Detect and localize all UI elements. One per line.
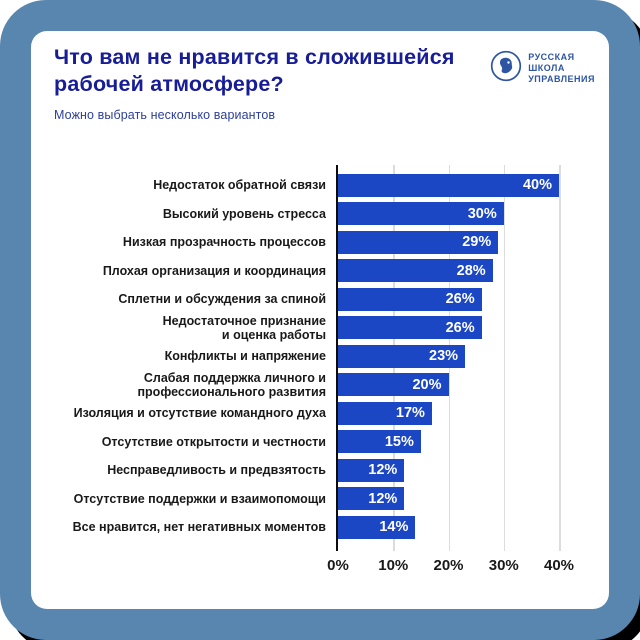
category-label: Недостаток обратной связи [153, 178, 326, 193]
content-card: Что вам не нравится в сложившейся рабоче… [31, 31, 609, 609]
page-title: Что вам не нравится в сложившейся рабоче… [54, 45, 455, 96]
bar-row: Слабая поддержка личного и профессиональ… [54, 371, 601, 400]
bar-value-label: 28% [456, 262, 486, 279]
tick-label: 40% [543, 556, 575, 574]
bar-row: Сплетни и обсуждения за спиной 26% [54, 285, 601, 314]
bar-value-label: 30% [467, 205, 497, 222]
bar-row: Недостаточное признание и оценка работы 2… [54, 314, 601, 343]
category-label: Высокий уровень стресса [162, 206, 326, 221]
bar: 12% [338, 458, 405, 482]
bar-value-label: 14% [379, 519, 409, 536]
bar-row: Плохая организация и координация 28% [54, 257, 601, 286]
category-label: Изоляция и отсутствие командного духа [73, 406, 326, 421]
bar-value-label: 12% [368, 462, 398, 479]
category-label: Все нравится, нет негативных моментов [72, 520, 326, 535]
bar: 26% [338, 287, 482, 311]
bar-value-label: 15% [384, 433, 414, 450]
bar-row: Все нравится, нет негативных моментов 14% [54, 513, 601, 542]
bar: 14% [338, 515, 416, 539]
bar-row: Высокий уровень стресса 30% [54, 200, 601, 229]
bar: 29% [338, 230, 499, 254]
category-label: Несправедливость и предвзятость [107, 463, 326, 478]
bar: 12% [338, 487, 405, 511]
bar-value-label: 12% [368, 490, 398, 507]
category-label: Недостаточное признание и оценка работы [162, 313, 326, 342]
bar-value-label: 26% [445, 291, 475, 308]
bar-row: Конфликты и напряжение 23% [54, 342, 601, 371]
bar: 15% [338, 430, 421, 454]
bar: 40% [338, 173, 559, 197]
chart-plot: Недостаток обратной связи 40% Высокий уров… [54, 165, 601, 551]
bar: 30% [338, 202, 504, 226]
x-axis-ticks: 0% 10% 20% 30% 40% [327, 556, 574, 575]
bar-row: Отсутствие поддержки и взаимопомощи 12% [54, 485, 601, 514]
bar-value-label: 26% [445, 319, 475, 336]
bar-row: Несправедливость и предвзятость 12% [54, 456, 601, 485]
y-axis-line [335, 165, 338, 551]
category-label: Плохая организация и координация [102, 263, 326, 278]
category-label: Отсутствие поддержки и взаимопомощи [73, 491, 326, 506]
bar: 20% [338, 373, 449, 397]
bar-value-label: 40% [522, 177, 552, 194]
category-label: Слабая поддержка личного и профессиональ… [137, 370, 327, 399]
category-label: Сплетни и обсуждения за спиной [118, 292, 326, 307]
rsu-logo-icon [490, 50, 522, 87]
bar: 23% [338, 344, 466, 368]
category-label: Низкая прозрачность процессов [122, 235, 326, 250]
category-label: Конфликты и напряжение [164, 349, 326, 364]
bar-row: Низкая прозрачность процессов 29% [54, 228, 601, 257]
tick-label: 30% [488, 556, 519, 574]
category-label: Отсутствие открытости и честности [101, 434, 326, 449]
bar-row: Отсутствие открытости и честности 15% [54, 428, 601, 457]
bar-value-label: 17% [395, 405, 425, 422]
rsu-logo: РУССКАЯ ШКОЛА УПРАВЛЕНИЯ [490, 50, 595, 87]
tick-label: 20% [433, 556, 464, 574]
bar-value-label: 20% [412, 376, 442, 393]
bar-value-label: 23% [429, 348, 459, 365]
bar-row: Изоляция и отсутствие командного духа 17% [54, 399, 601, 428]
bar-chart: Недостаток обратной связи 40% Высокий уров… [54, 165, 601, 575]
bar-value-label: 29% [462, 234, 492, 251]
gridline-30 [503, 165, 506, 551]
tick-label: 0% [327, 556, 349, 574]
bar-row: Недостаток обратной связи 40% [54, 171, 601, 200]
tick-label: 10% [378, 556, 409, 574]
bar: 17% [338, 401, 432, 425]
bar: 26% [338, 316, 482, 340]
bar: 28% [338, 259, 493, 283]
chart-rows: Недостаток обратной связи 40% Высокий уров… [54, 171, 601, 542]
rsu-logo-text: РУССКАЯ ШКОЛА УПРАВЛЕНИЯ [528, 51, 595, 85]
page-subtitle: Можно выбрать несколько вариантов [54, 108, 276, 122]
gridline-40 [559, 165, 561, 551]
